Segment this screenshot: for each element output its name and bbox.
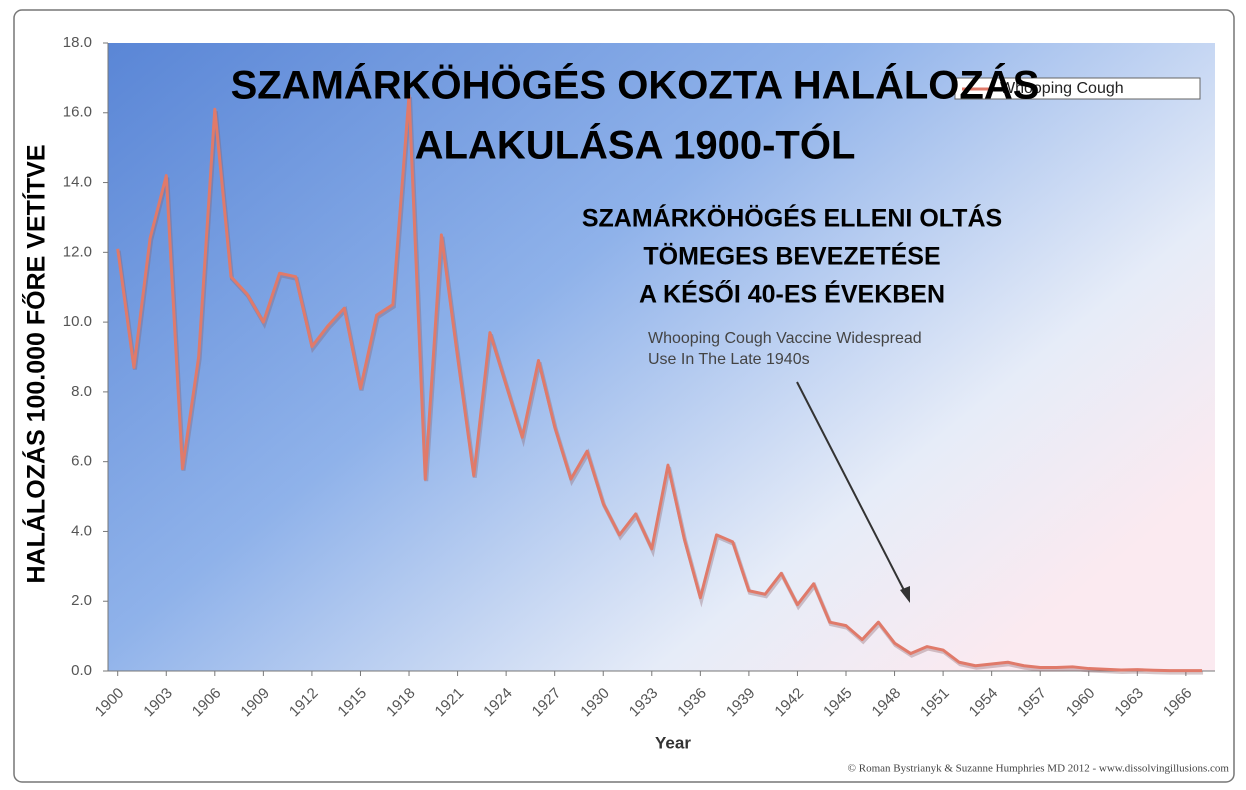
- annotation: TÖMEGES BEVEZETÉSE: [643, 242, 940, 271]
- annotation: A KÉSŐI 40-ES ÉVEKBEN: [639, 280, 945, 309]
- y-tick-label: 14.0: [63, 174, 92, 191]
- y-tick-label: 6.0: [71, 453, 92, 470]
- x-axis-label: Year: [655, 733, 691, 752]
- title: ALAKULÁSA 1900-TÓL: [415, 122, 856, 168]
- arrow: [796, 381, 909, 599]
- legend-box: [954, 77, 1201, 100]
- y-tick-label: 4.0: [71, 522, 92, 539]
- y-tick-label: 8.0: [71, 383, 92, 400]
- y-tick-label: 16.0: [63, 104, 92, 121]
- title: SZAMÁRKÖHÖGÉS OKOZTA HALÁLOZÁS: [231, 63, 1040, 108]
- y-axis-label: HALÁLOZÁS 100.000 FŐRE VETÍTVE: [22, 145, 51, 584]
- annotation-original: Use In The Late 1940s: [648, 351, 810, 368]
- y-tick-label: 2.0: [71, 592, 92, 609]
- plot-area: [108, 43, 1215, 671]
- y-tick-label: 10.0: [63, 313, 92, 330]
- y-tick-label: 0.0: [71, 662, 92, 679]
- annotation-original: Whooping Cough Vaccine Widespread: [648, 330, 922, 347]
- y-tick-label: 12.0: [63, 243, 92, 260]
- credit: © Roman Bystrianyk & Suzanne Humphries M…: [848, 763, 1230, 775]
- y-tick-label: 18.0: [63, 34, 92, 51]
- line: [116, 93, 1203, 673]
- legend-label: Whooping Cough: [1000, 80, 1124, 97]
- arrow-head: [900, 586, 910, 603]
- annotation: SZAMÁRKÖHÖGÉS ELLENI OLTÁS: [582, 204, 1002, 233]
